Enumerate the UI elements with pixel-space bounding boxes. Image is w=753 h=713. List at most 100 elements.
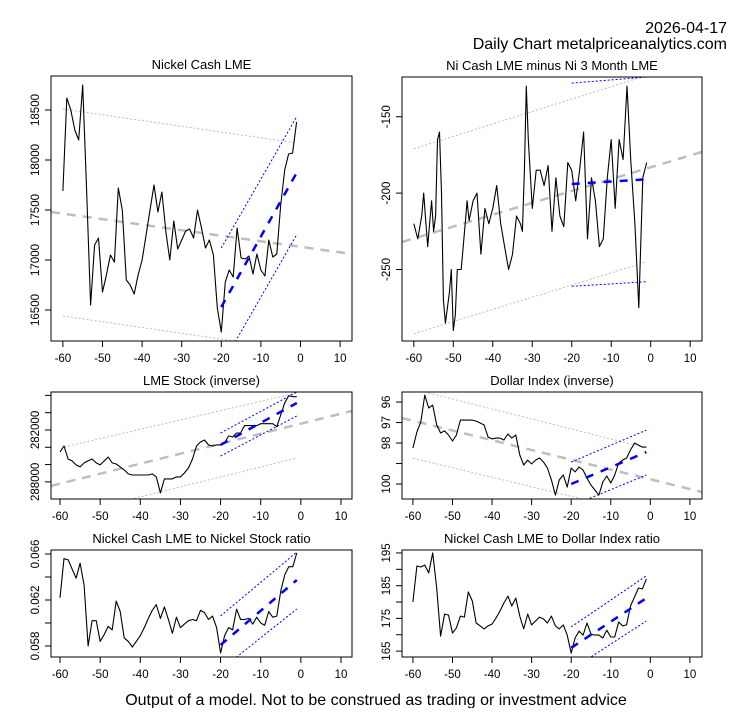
x-tick-label: -20: [563, 511, 580, 523]
y-tick-label: 165: [381, 642, 393, 661]
plot-area: [51, 84, 352, 341]
plot-area: [402, 77, 702, 335]
x-tick-label: 0: [647, 511, 653, 523]
panel-title: LME Stock (inverse): [143, 373, 260, 388]
x-tick-label: 10: [684, 353, 697, 365]
x-tick-label: -30: [523, 511, 540, 523]
x-tick-label: 0: [298, 511, 304, 523]
plot-frame: [50, 391, 353, 500]
long-band-lower: [129, 457, 297, 499]
y-tick-label: 100: [381, 474, 393, 493]
short-band-lower: [589, 620, 647, 657]
x-tick-label: -60: [55, 353, 72, 365]
series-line: [412, 394, 647, 496]
y-tick-label: 195: [381, 543, 393, 562]
x-tick-label: -30: [173, 353, 190, 365]
y-tick-label: 18500: [30, 94, 42, 126]
plot-frame: [401, 76, 703, 342]
plot-frame: [401, 391, 703, 500]
y-tick-label: -150: [381, 105, 393, 128]
short-trend-line: [220, 172, 298, 308]
x-tick-label: -40: [484, 511, 501, 523]
y-tick-label: 97: [381, 416, 393, 429]
panel-6: Nickel Cash LME to Dollar Index ratio -60…: [381, 531, 703, 681]
x-tick-label: -30: [524, 353, 541, 365]
short-band-upper: [570, 429, 647, 463]
y-tick-label: 0.066: [30, 540, 42, 569]
x-tick-label: -20: [212, 511, 229, 523]
x-tick-label: 10: [335, 669, 348, 681]
x-tick-label: -10: [603, 353, 620, 365]
long-trend-line: [402, 150, 702, 244]
x-tick-label: -60: [52, 511, 69, 523]
x-tick-label: -10: [252, 669, 269, 681]
x-tick-label: -10: [253, 353, 270, 365]
short-band-upper: [220, 551, 298, 617]
short-band-lower: [571, 281, 647, 287]
long-band-upper: [63, 392, 297, 448]
x-tick-label: 10: [335, 511, 348, 523]
y-tick-label: 185: [381, 576, 393, 595]
short-band-lower: [235, 608, 298, 657]
y-tick-label: 96: [381, 396, 393, 409]
x-tick-label: -20: [563, 353, 580, 365]
long-band-upper: [413, 77, 644, 150]
short-trend-line: [219, 579, 298, 646]
x-tick-label: 0: [647, 669, 653, 681]
y-tick-label: 0.062: [30, 586, 42, 615]
short-band-lower: [220, 415, 298, 457]
y-tick-label: 0.058: [30, 632, 42, 661]
chart-date: 2026-04-17: [645, 20, 727, 37]
long-band-lower: [62, 315, 239, 341]
x-tick-label: -20: [213, 353, 230, 365]
short-band-upper: [571, 77, 647, 84]
y-tick-label: -250: [381, 258, 393, 281]
short-trend-line: [570, 450, 647, 486]
x-tick-label: 0: [297, 353, 303, 365]
long-band-lower: [412, 457, 585, 499]
short-trend-line: [571, 178, 647, 186]
plot-area: [59, 551, 298, 657]
x-tick-label: -10: [252, 511, 269, 523]
x-tick-label: -50: [444, 669, 461, 681]
series-line: [59, 395, 297, 494]
x-tick-label: -50: [92, 669, 109, 681]
panel-1: Nickel Cash LME -60 -50 -40 -30 -20 -10 0 10 1650…: [30, 57, 353, 365]
panel-title: Ni Cash LME minus Ni 3 Month LME: [446, 58, 658, 73]
y-tick-label: 16500: [30, 294, 42, 326]
y-tick-label: -200: [381, 182, 393, 205]
series-line: [62, 84, 298, 333]
disclaimer-text: Output of a model. Not to be construed a…: [125, 692, 627, 708]
x-tick-label: -60: [405, 511, 422, 523]
y-tick-label: 98: [381, 437, 393, 450]
y-tick-label: 17500: [30, 194, 42, 226]
long-trend-line: [51, 210, 352, 256]
plot-area: [51, 392, 352, 499]
short-trend-line: [219, 401, 298, 447]
short-band-upper: [220, 116, 297, 249]
x-tick-label: -40: [134, 353, 151, 365]
x-tick-label: -40: [132, 511, 149, 523]
panel-title: Nickel Cash LME to Dollar Index ratio: [444, 531, 660, 546]
x-tick-label: -50: [92, 511, 109, 523]
x-tick-label: 10: [683, 511, 696, 523]
x-tick-label: 0: [298, 669, 304, 681]
y-tick-label: 288000: [30, 463, 42, 501]
x-tick-label: -50: [445, 353, 462, 365]
x-tick-label: -20: [212, 669, 229, 681]
x-tick-label: 0: [647, 353, 653, 365]
short-band-upper: [570, 575, 647, 628]
series-line: [413, 85, 648, 332]
x-tick-label: -30: [523, 669, 540, 681]
panel-title: Nickel Cash LME to Nickel Stock ratio: [92, 531, 310, 546]
plot-frame: [50, 549, 353, 658]
x-tick-label: 10: [683, 669, 696, 681]
long-band-upper: [428, 392, 647, 449]
x-tick-label: -40: [484, 353, 501, 365]
plot-frame: [50, 75, 353, 342]
panel-2: Ni Cash LME minus Ni 3 Month LME -60 -50 -4…: [381, 58, 703, 365]
plot-area: [412, 552, 648, 657]
x-tick-label: -60: [406, 353, 423, 365]
panel-title: Nickel Cash LME: [152, 57, 252, 72]
